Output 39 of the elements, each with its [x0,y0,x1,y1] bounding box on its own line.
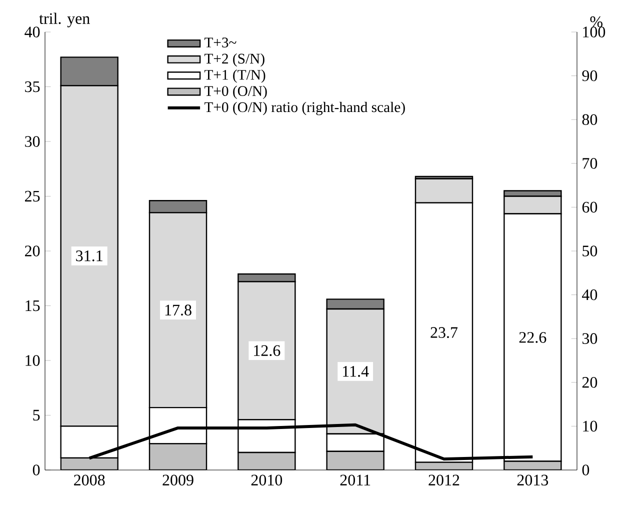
legend-label: T+2 (S/N) [204,53,264,67]
x-tick-label: 2010 [251,474,282,486]
y-axis-title: tril. yen [39,12,90,28]
y-tick-label: 10 [26,355,40,366]
x-tick-label: 2008 [74,474,105,486]
data-label: 17.8 [165,304,192,316]
y2-tick-label: 30 [582,333,598,344]
data-label: 11.4 [343,366,369,377]
y2-axis-title: % [590,16,602,28]
y2-tick-label: 100 [583,26,606,38]
y2-tick-label: 80 [582,114,598,125]
legend-label: T+0 (O/N) [204,86,267,99]
data-label: 22.6 [519,332,546,343]
x-tick-label: 2009 [162,474,194,486]
y-tick-label: 40 [24,26,40,38]
x-tick-label: 2013 [517,474,548,486]
y-tick-label: 30 [25,136,40,147]
y2-tick-label: 50 [582,246,598,256]
y2-tick-label: 40 [582,289,598,300]
legend-label: T+1 (T/N) [204,70,266,83]
y-tick-label: 15 [26,300,40,312]
y2-tick-label: 20 [582,376,598,388]
legend-label: T+3~ [204,38,236,48]
x-tick-label: 2011 [340,474,370,486]
y2-tick-label: 10 [583,420,598,432]
y2-tick-label: 0 [582,464,590,476]
y-tick-label: 20 [25,246,40,256]
y-tick-label: 25 [25,190,40,202]
y2-tick-label: 60 [582,202,598,213]
y2-tick-label: 90 [582,70,598,82]
y2-tick-label: 70 [582,158,598,169]
data-label: 12.6 [254,345,280,356]
x-tick-label: 2012 [428,474,460,486]
y-tick-label: 5 [33,410,40,421]
legend-label: T+0 (O/N) ratio (right-hand scale) [204,102,405,116]
y-tick-label: 0 [32,464,40,476]
y-tick-label: 35 [25,81,40,92]
data-label: 23.7 [430,327,458,338]
data-label: 31.1 [76,250,102,262]
